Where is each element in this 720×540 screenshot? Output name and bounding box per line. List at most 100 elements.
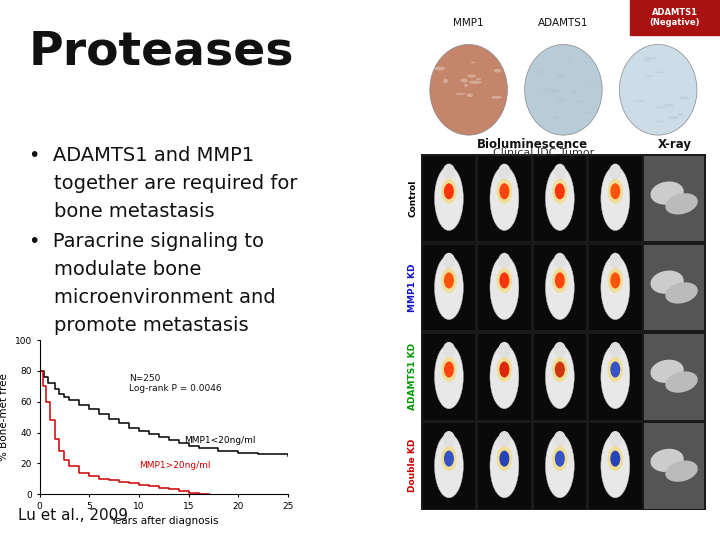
Bar [534, 423, 586, 509]
Ellipse shape [434, 166, 464, 231]
Bar [589, 156, 642, 241]
Ellipse shape [500, 183, 509, 199]
Text: X-ray: X-ray [657, 138, 691, 151]
Ellipse shape [471, 62, 474, 64]
Ellipse shape [490, 166, 519, 231]
Ellipse shape [649, 57, 657, 59]
Ellipse shape [498, 431, 510, 447]
Ellipse shape [611, 450, 621, 467]
Ellipse shape [557, 74, 564, 78]
Ellipse shape [540, 92, 552, 94]
Ellipse shape [552, 268, 567, 293]
Ellipse shape [434, 66, 445, 71]
Ellipse shape [497, 179, 512, 204]
Text: promote metastasis: promote metastasis [29, 316, 248, 335]
Ellipse shape [679, 96, 690, 100]
Ellipse shape [611, 183, 621, 199]
Text: Lu et al., 2009: Lu et al., 2009 [18, 508, 128, 523]
Ellipse shape [588, 86, 596, 88]
Ellipse shape [546, 434, 575, 498]
Ellipse shape [476, 78, 482, 80]
Ellipse shape [611, 272, 621, 288]
Ellipse shape [646, 75, 653, 77]
Ellipse shape [467, 75, 476, 78]
Ellipse shape [556, 98, 565, 100]
Ellipse shape [650, 271, 684, 294]
Bar [589, 334, 642, 420]
Ellipse shape [553, 116, 559, 119]
Bar [644, 245, 704, 330]
Ellipse shape [552, 89, 559, 93]
Ellipse shape [500, 272, 509, 288]
Ellipse shape [601, 255, 630, 320]
Ellipse shape [609, 164, 621, 180]
Text: MMP1: MMP1 [454, 18, 484, 28]
Ellipse shape [444, 450, 454, 467]
Text: ADAMTS1: ADAMTS1 [538, 18, 589, 28]
Ellipse shape [555, 272, 564, 288]
Text: Double KD: Double KD [408, 439, 417, 492]
Ellipse shape [656, 120, 665, 123]
Ellipse shape [444, 361, 454, 377]
Ellipse shape [554, 164, 566, 180]
Bar [423, 334, 475, 420]
Ellipse shape [544, 88, 554, 92]
Bar [644, 156, 704, 241]
Ellipse shape [664, 104, 674, 107]
Text: MMP1<20ng/ml: MMP1<20ng/ml [184, 436, 255, 446]
Ellipse shape [665, 282, 698, 303]
Bar [423, 245, 475, 330]
Ellipse shape [498, 164, 510, 180]
Ellipse shape [441, 268, 456, 293]
Ellipse shape [552, 446, 567, 471]
Ellipse shape [609, 431, 621, 447]
Bar [534, 245, 586, 330]
Ellipse shape [430, 44, 508, 135]
Ellipse shape [469, 80, 482, 84]
Ellipse shape [653, 71, 665, 73]
Bar [589, 423, 642, 509]
Ellipse shape [552, 357, 567, 382]
Ellipse shape [490, 434, 519, 498]
Text: N=250
Log-rank P = 0.0046: N=250 Log-rank P = 0.0046 [129, 374, 222, 394]
Text: bone metastasis: bone metastasis [29, 202, 215, 221]
Ellipse shape [608, 179, 623, 204]
Ellipse shape [611, 361, 621, 377]
Ellipse shape [497, 446, 512, 471]
Ellipse shape [500, 450, 509, 467]
Bar [644, 423, 704, 509]
Ellipse shape [650, 181, 684, 205]
X-axis label: Years after diagnosis: Years after diagnosis [109, 516, 218, 526]
Text: •  ADAMTS1 and MMP1: • ADAMTS1 and MMP1 [29, 146, 254, 165]
Ellipse shape [441, 446, 456, 471]
Ellipse shape [555, 361, 564, 377]
Bar [644, 334, 704, 420]
Text: Bioluminescence: Bioluminescence [477, 138, 588, 151]
Ellipse shape [555, 183, 564, 199]
Text: •  Paracrine signaling to: • Paracrine signaling to [29, 232, 264, 251]
Ellipse shape [575, 100, 584, 103]
Ellipse shape [434, 255, 464, 320]
Ellipse shape [665, 461, 698, 482]
Ellipse shape [650, 449, 684, 472]
Ellipse shape [555, 450, 564, 467]
Ellipse shape [608, 357, 623, 382]
Ellipse shape [498, 253, 510, 269]
Text: MMP1>20ng/ml: MMP1>20ng/ml [139, 461, 210, 470]
Ellipse shape [608, 446, 623, 471]
Ellipse shape [497, 357, 512, 382]
Ellipse shape [490, 345, 519, 409]
Bar [534, 334, 586, 420]
Ellipse shape [464, 84, 468, 87]
Ellipse shape [601, 166, 630, 231]
Bar [630, 0, 720, 35]
Text: Proteases: Proteases [29, 30, 294, 75]
Text: ADAMTS1
(Negative): ADAMTS1 (Negative) [649, 8, 701, 27]
Ellipse shape [546, 166, 575, 231]
Ellipse shape [460, 78, 468, 83]
Ellipse shape [491, 96, 502, 99]
Text: microenvironment and: microenvironment and [29, 288, 276, 307]
Ellipse shape [650, 360, 684, 383]
Ellipse shape [443, 79, 448, 83]
Ellipse shape [554, 253, 566, 269]
